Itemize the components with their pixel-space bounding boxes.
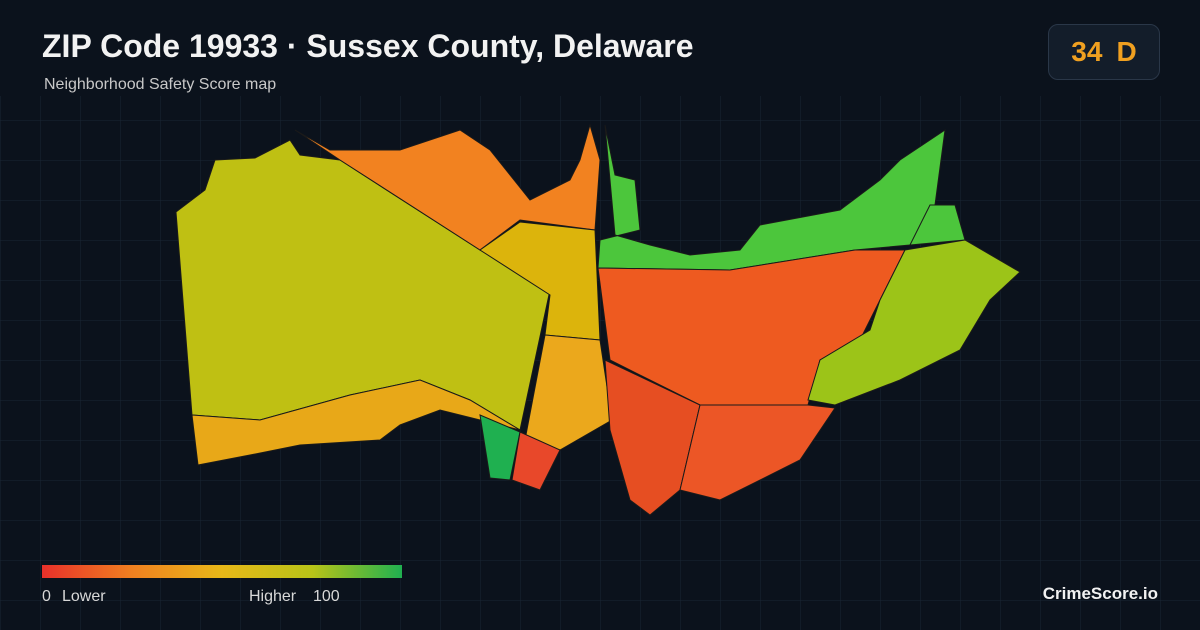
legend-min: 0: [42, 588, 51, 605]
grade: D: [1116, 36, 1137, 67]
legend-min-label: Lower: [62, 588, 106, 605]
legend-max: 100: [313, 588, 340, 605]
score-badge: 34 D: [1048, 24, 1160, 80]
brand: CrimeScore.io: [1042, 584, 1158, 603]
neighborhoods: [175, 123, 1021, 516]
legend-gradient: [42, 565, 402, 578]
title: ZIP Code 19933 · Sussex County, Delaware: [42, 28, 694, 64]
subtitle: Neighborhood Safety Score map: [44, 76, 277, 93]
score: 34: [1071, 36, 1103, 67]
legend-max-label: Higher: [249, 588, 297, 605]
